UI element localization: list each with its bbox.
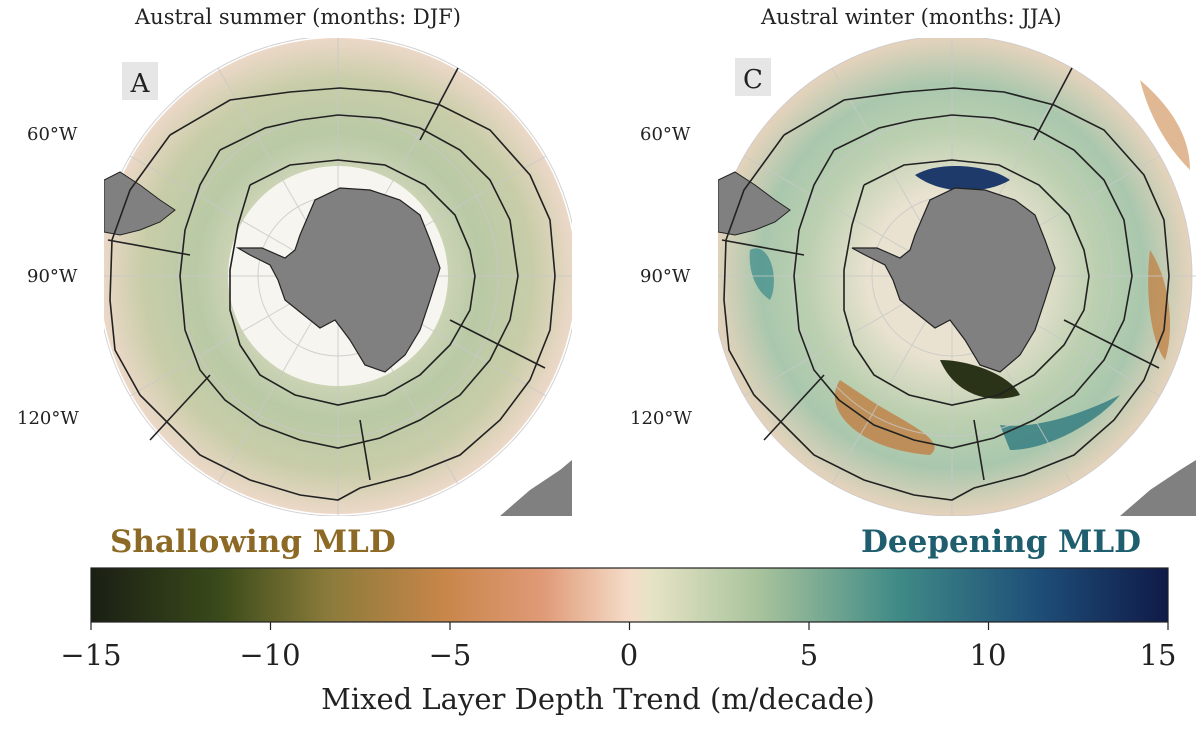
colorbar-tick-label: 10: [969, 638, 1007, 672]
panel-c-lon-60w: 60°W: [640, 124, 691, 145]
colorbar-tick-label: −15: [60, 638, 122, 672]
colorbar-tick-label: 0: [619, 638, 639, 672]
panel-c-shallowing-patch: [940, 360, 1020, 399]
panel-c-deepening-patch: [749, 248, 774, 300]
shallowing-label: Shallowing MLD: [110, 524, 396, 560]
panel-a-letter: A: [130, 69, 151, 99]
panel-a-title: Austral summer (months: DJF): [135, 5, 461, 29]
panel-c-shallowing-patch: [1140, 80, 1190, 170]
deepening-label: Deepening MLD: [861, 524, 1142, 560]
panel-a-lon-90w: 90°W: [27, 266, 78, 287]
panel-c-letter: C: [743, 65, 763, 95]
colorbar: [90, 567, 1169, 623]
panel-a-region-outlines: [107, 67, 556, 501]
panel-c-antarctica: [851, 187, 1056, 373]
panel-c-lon-120w: 120°W: [630, 408, 692, 429]
panel-c-south-america: [718, 171, 791, 236]
panel-c-letter-box: [735, 58, 771, 96]
panel-c-shallowing-patch: [834, 380, 935, 455]
panel-c-map: [718, 38, 1196, 516]
panel-a-lon-60w: 60°W: [27, 124, 78, 145]
panel-c-title: Austral winter (months: JJA): [761, 5, 1062, 29]
panel-a-letter-box: [122, 62, 158, 100]
colorbar-title: Mixed Layer Depth Trend (m/decade): [321, 682, 875, 716]
colorbar-tick-label: 15: [1139, 638, 1177, 672]
colorbar-tick-label: −5: [428, 638, 472, 672]
panel-a-landmass-se: [500, 460, 572, 516]
panel-c-deepening-patch: [915, 165, 1010, 191]
colorbar-tick-label: 5: [799, 638, 819, 672]
panel-c-region-outlines: [721, 67, 1170, 501]
panel-a-map: [104, 38, 572, 516]
panel-a-antarctica: [235, 187, 441, 373]
panel-c-lon-90w: 90°W: [640, 266, 691, 287]
colorbar-tick-label: −10: [239, 638, 301, 672]
panel-a-lon-120w: 120°W: [17, 408, 79, 429]
colorbar-ticks: [90, 622, 1169, 630]
panel-c-landmass-se: [1120, 460, 1196, 516]
panel-c-shallowing-patch: [1148, 250, 1170, 360]
panel-c-deepening-patch: [1000, 395, 1120, 450]
panel-a-south-america: [104, 171, 176, 236]
